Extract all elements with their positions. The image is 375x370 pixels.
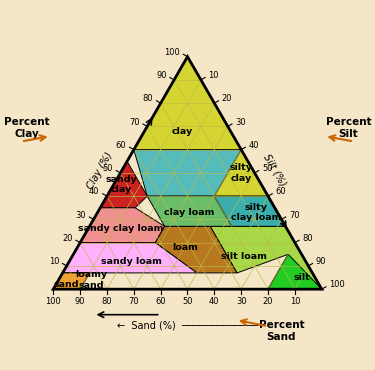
Text: clay loam: clay loam [164,208,214,217]
Text: 80: 80 [102,297,112,306]
Text: sandy clay loam: sandy clay loam [78,224,163,233]
Text: 90: 90 [156,71,166,80]
Text: 60: 60 [116,141,126,150]
Polygon shape [100,161,147,208]
Text: silty
clay loam: silty clay loam [231,203,281,222]
Text: 80: 80 [302,234,313,243]
Text: Percent
Silt: Percent Silt [326,117,371,139]
Polygon shape [147,196,232,226]
Polygon shape [268,254,322,289]
Text: 50: 50 [182,297,193,306]
Polygon shape [53,273,90,289]
Polygon shape [214,196,285,226]
Text: 40: 40 [249,141,259,150]
Text: 90: 90 [75,297,86,306]
Text: 90: 90 [316,257,326,266]
Polygon shape [80,208,165,243]
Text: 70: 70 [289,211,300,219]
Text: 70: 70 [129,118,140,127]
Text: 40: 40 [89,187,99,196]
Text: 10: 10 [290,297,300,306]
Text: ←  Sand (%)  ─────────────: ← Sand (%) ───────────── [117,320,258,330]
Text: sand: sand [54,280,80,289]
Text: 100: 100 [329,280,345,289]
Text: clay: clay [171,127,193,135]
Text: Percent
Sand: Percent Sand [259,320,304,342]
Text: silt: silt [293,273,310,282]
Text: 20: 20 [263,297,273,306]
Polygon shape [155,226,237,273]
Text: 60: 60 [276,187,286,196]
Text: 60: 60 [155,297,166,306]
Text: 10: 10 [209,71,219,80]
Text: silt loam: silt loam [221,252,267,261]
Text: 100: 100 [164,48,180,57]
Polygon shape [134,57,268,196]
Polygon shape [210,226,322,289]
Text: sandy loam: sandy loam [100,257,162,266]
Polygon shape [63,243,197,273]
Text: loam: loam [172,243,198,252]
Text: 30: 30 [235,118,246,127]
Text: 20: 20 [222,94,232,103]
Text: 50: 50 [102,164,113,173]
Polygon shape [53,273,90,289]
Text: sandy
clay: sandy clay [106,175,138,194]
Text: Silt (%): Silt (%) [261,152,288,188]
Text: 70: 70 [129,297,139,306]
Text: 80: 80 [142,94,153,103]
Text: 10: 10 [49,257,59,266]
Text: Percent
Clay: Percent Clay [4,117,49,139]
Text: 30: 30 [236,297,246,306]
Text: silty
clay: silty clay [230,163,253,183]
Text: 50: 50 [262,164,273,173]
Text: 30: 30 [75,211,86,219]
Text: loamy
sand: loamy sand [75,270,107,290]
Text: 40: 40 [209,297,220,306]
Text: 100: 100 [45,297,61,306]
Polygon shape [134,150,241,196]
Text: 20: 20 [62,234,73,243]
Text: Clay (%): Clay (%) [86,150,115,191]
